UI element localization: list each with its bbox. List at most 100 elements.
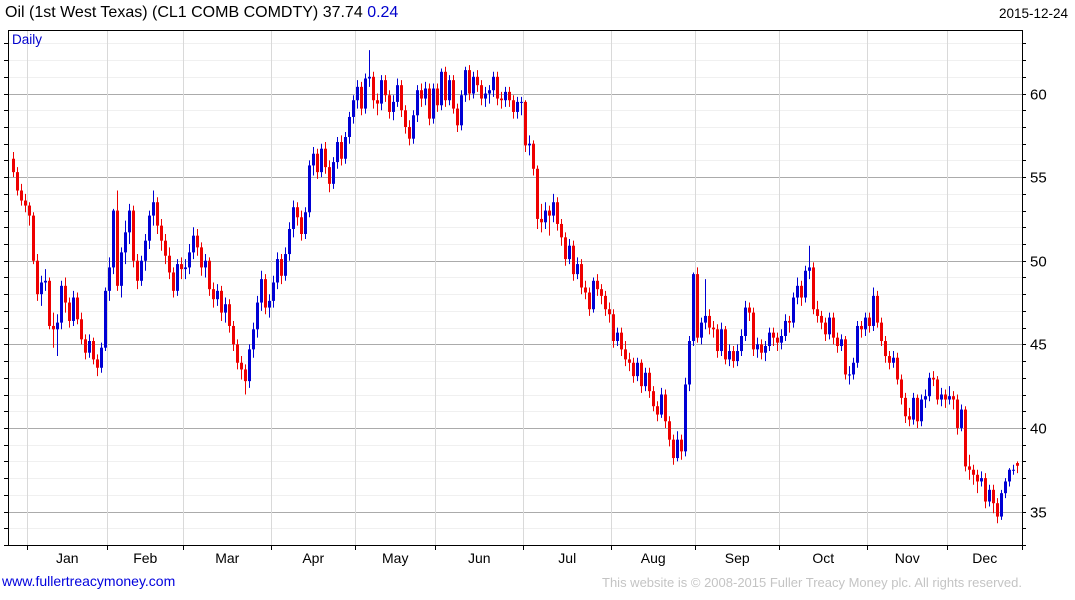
candle-body (652, 391, 655, 407)
candle-body (892, 357, 895, 363)
candle-body (632, 362, 635, 377)
chart-title-bar: Oil (1st West Texas) (CL1 COMB COMDTY) 3… (5, 4, 398, 22)
candle-body (940, 394, 943, 400)
candle-body (220, 290, 223, 313)
candle-body (864, 317, 867, 330)
candle-body (888, 356, 891, 363)
candle-body (168, 255, 171, 273)
candle-body (656, 406, 659, 415)
candle-body (516, 101, 519, 112)
candle-body (752, 312, 755, 350)
candle-body (600, 289, 603, 296)
candle-body (240, 362, 243, 370)
candle-body (352, 100, 355, 117)
candle-body (124, 232, 127, 253)
interval-label: Daily (12, 32, 43, 47)
chart-date: 2015-12-24 (998, 6, 1068, 21)
y-axis-label: 45 (1030, 337, 1047, 354)
candle-body (316, 153, 319, 173)
candle-body (780, 335, 783, 343)
x-axis-label: Jul (558, 550, 576, 566)
candle-body (508, 91, 511, 101)
candle-body (596, 280, 599, 290)
candle-body (472, 76, 475, 94)
candle-body (660, 394, 663, 415)
x-axis-label: May (382, 550, 408, 566)
candle-body (284, 254, 287, 276)
candle-body (252, 329, 255, 350)
y-axis-label: 40 (1030, 421, 1047, 438)
candle-body (900, 379, 903, 398)
candle-body (1008, 469, 1011, 482)
candle-body (136, 260, 139, 281)
website-link[interactable]: www.fullertreacymoney.com (2, 573, 176, 589)
candle-body (420, 90, 423, 99)
candle-body (184, 267, 187, 270)
candle-body (784, 320, 787, 336)
candle-body (196, 235, 199, 248)
candle-body (732, 351, 735, 362)
candle-body (268, 300, 271, 308)
candle-body (904, 397, 907, 417)
candle-body (488, 90, 491, 94)
candle-body (528, 143, 531, 146)
candle-body (328, 167, 331, 184)
candle-body (260, 279, 263, 303)
last-price: 37.74 (322, 4, 363, 21)
candle-body (56, 322, 59, 330)
candle-body (764, 346, 767, 353)
candle-body (476, 76, 479, 86)
candle-body (612, 314, 615, 342)
candle-body (804, 270, 807, 298)
candle-body (768, 332, 771, 347)
candle-body (32, 215, 35, 261)
candle-body (544, 210, 547, 223)
candle-body (276, 259, 279, 283)
candle-body (800, 285, 803, 298)
candle-body (948, 396, 951, 400)
candle-body (796, 285, 799, 298)
candle-body (188, 252, 191, 268)
candle-body (568, 245, 571, 260)
candle-body (640, 362, 643, 387)
candle-body (584, 287, 587, 293)
candle-body (700, 322, 703, 338)
candle-body (724, 329, 727, 360)
candle-body (664, 394, 667, 422)
candle-body (456, 108, 459, 126)
candle-body (1012, 469, 1015, 471)
candle-body (880, 322, 883, 342)
candle-body (564, 237, 567, 260)
candle-body (536, 168, 539, 219)
candle-body (860, 325, 863, 330)
candle-body (836, 337, 839, 347)
candle-body (380, 80, 383, 104)
candle-body (264, 279, 267, 308)
candle-body (816, 309, 819, 316)
x-axis-label: Jan (56, 550, 79, 566)
candle-body (88, 341, 91, 353)
candle-body (176, 264, 179, 291)
candle-body (248, 349, 251, 382)
candle-body (512, 100, 515, 112)
candle-body (984, 478, 987, 502)
candle-body (376, 100, 379, 104)
candle-body (728, 351, 731, 360)
y-axis-label: 55 (1030, 170, 1047, 187)
candle-body (576, 264, 579, 275)
candle-body (552, 202, 555, 216)
candle-body (12, 158, 15, 173)
candle-body (808, 267, 811, 271)
candle-body (448, 80, 451, 101)
candle-body (348, 116, 351, 138)
candle-body (144, 240, 147, 261)
candle-body (400, 85, 403, 111)
candle-body (1004, 481, 1007, 494)
candle-body (404, 110, 407, 127)
candle-body (128, 210, 131, 233)
candle-body (560, 223, 563, 238)
candle-body (484, 93, 487, 99)
x-axis-label: Sep (725, 550, 750, 566)
candle-body (40, 282, 43, 295)
